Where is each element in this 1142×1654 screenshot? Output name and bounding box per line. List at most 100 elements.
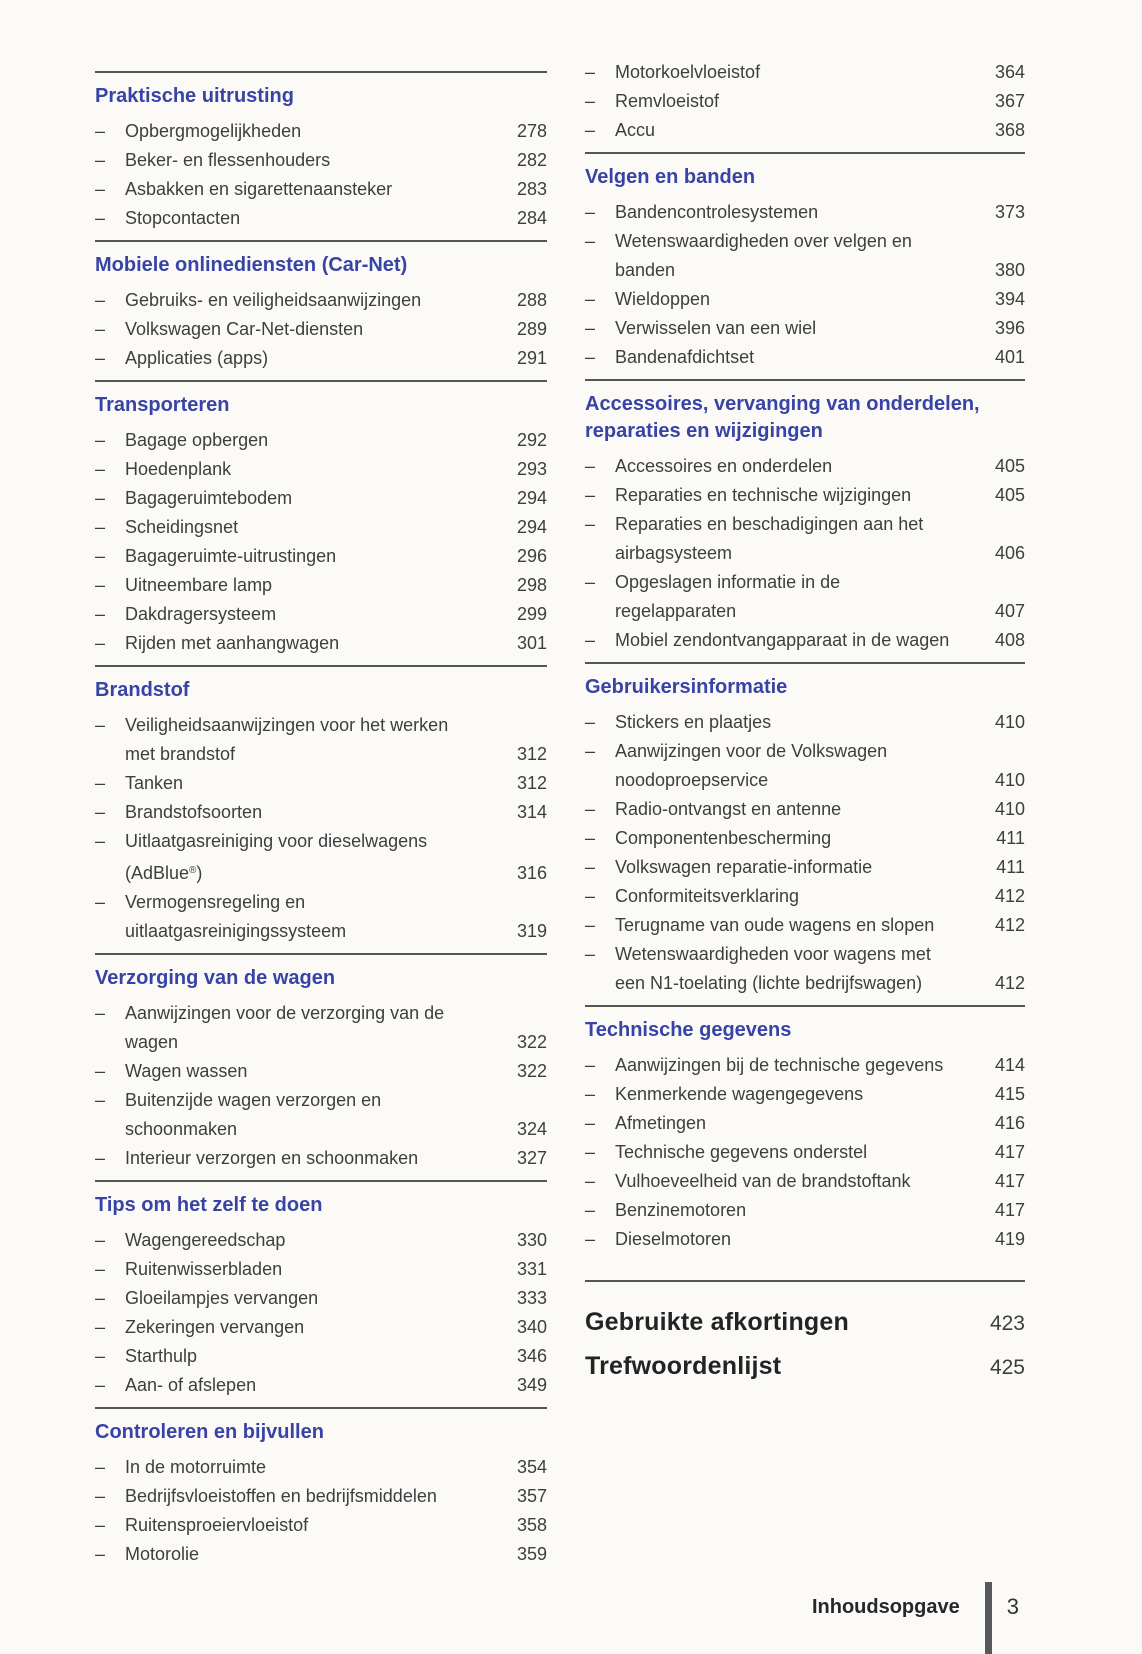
section-divider	[95, 380, 547, 382]
toc-item-text: Gloeilampjes vervangen	[125, 1284, 509, 1313]
toc-item: Veiligheidsaanwijzingen voor het werken m…	[95, 711, 547, 769]
toc-item-line: Bedrijfsvloeistoffen en bedrijfsmiddelen	[125, 1486, 437, 1506]
dash-bullet	[95, 1540, 125, 1569]
dash-bullet	[585, 1109, 615, 1138]
toc-item-line: Bandenafdichtset	[615, 347, 755, 367]
dash-bullet	[95, 146, 125, 175]
toc-item: Buitenzijde wagen verzorgen en schoonmake…	[95, 1086, 547, 1144]
toc-item: Bandencontrolesystemen 373	[585, 198, 1025, 227]
toc-item-line: Bagageruimte-uitrustingen	[125, 546, 337, 566]
dash-bullet	[585, 116, 615, 145]
toc-item-text: Kenmerkende wagengegevens	[615, 1080, 987, 1109]
toc-item: Interieur verzorgen en schoonmaken 327	[95, 1144, 547, 1173]
toc-item-page: 368	[994, 120, 1025, 140]
dash-bullet	[95, 117, 125, 146]
toc-item: Volkswagen Car-Net-diensten 289	[95, 315, 547, 344]
toc-item-text: Reparaties en technische wijzigingen	[615, 481, 987, 510]
dash-bullet	[585, 1138, 615, 1167]
toc-item-text: Mobiel zendontvangapparaat in de wagen	[615, 626, 987, 655]
dash-bullet	[585, 1051, 615, 1080]
toc-item-page: 380	[994, 260, 1025, 280]
toc-item-page: 396	[994, 318, 1025, 338]
toc-item-line: Reparaties en beschadigingen aan het	[615, 514, 924, 534]
dash-bullet	[95, 769, 125, 798]
toc-item-text: Brandstofsoorten	[125, 798, 509, 827]
toc-item: Bagageruimte-uitrustingen 296	[95, 542, 547, 571]
toc-item-text: Stopcontacten	[125, 204, 509, 233]
toc-item-page: 296	[516, 546, 547, 566]
toc-item: Wagen wassen 322	[95, 1057, 547, 1086]
dash-bullet	[585, 343, 615, 372]
dash-bullet	[585, 853, 615, 882]
dash-bullet	[585, 737, 615, 766]
toc-item-page: 331	[516, 1259, 547, 1279]
toc-item-page: 405	[994, 456, 1025, 476]
toc-item-text: Hoedenplank	[125, 455, 509, 484]
dash-bullet	[95, 600, 125, 629]
toc-item: Remvloeistof 367	[585, 87, 1025, 116]
toc-item-page: 301	[516, 633, 547, 653]
toc-item-text: Wagengereedschap	[125, 1226, 509, 1255]
footer-divider-bar	[984, 1582, 992, 1654]
toc-item-page: 406	[994, 543, 1025, 563]
toc-item: Kenmerkende wagengegevens 415	[585, 1080, 1025, 1109]
dash-bullet	[585, 568, 615, 597]
toc-item-text: Zekeringen vervangen	[125, 1313, 509, 1342]
toc-item-text: Ruitenwisserbladen	[125, 1255, 509, 1284]
toc-item-text: Aanwijzingen bij de technische gegevens	[615, 1051, 987, 1080]
toc-item-text: Vermogensregeling en uitlaatgasreinigings…	[125, 888, 509, 946]
toc-item: Starthulp 346	[95, 1342, 547, 1371]
toc-item: Tanken 312	[95, 769, 547, 798]
toc-item: Bagageruimtebodem 294	[95, 484, 547, 513]
dash-bullet	[95, 1255, 125, 1284]
toc-item-line: Motorolie	[125, 1544, 200, 1564]
toc-item-line: Ruitenwisserbladen	[125, 1259, 283, 1279]
dash-bullet	[95, 1057, 125, 1086]
toc-item-text: Rijden met aanhangwagen	[125, 629, 509, 658]
toc-item-page: 322	[516, 1061, 547, 1081]
toc-item: Rijden met aanhangwagen 301	[95, 629, 547, 658]
dash-bullet	[95, 1371, 125, 1400]
section-divider	[585, 662, 1025, 664]
toc-item-line: Ruitensproeiervloeistof	[125, 1515, 309, 1535]
toc-item-line: Afmetingen	[615, 1113, 707, 1133]
toc-item-line: Volkswagen reparatie-informatie	[615, 857, 873, 877]
toc-item-page: 407	[994, 601, 1025, 621]
toc-item-line: een N1-toelating (lichte bedrijfswagen)	[615, 973, 923, 993]
major-entry-title: Trefwoordenlijst	[585, 1352, 782, 1380]
major-entry-page: 425	[989, 1356, 1025, 1379]
toc-item-page: 405	[994, 485, 1025, 505]
toc-item: Volkswagen reparatie-informatie 411	[585, 853, 1025, 882]
toc-item-text: Bagageruimtebodem	[125, 484, 509, 513]
toc-item-line: wagen	[125, 1032, 179, 1052]
toc-item-line: Buitenzijde wagen verzorgen en	[125, 1090, 382, 1110]
toc-item-text: Accu	[615, 116, 987, 145]
toc-item: Bedrijfsvloeistoffen en bedrijfsmiddelen…	[95, 1482, 547, 1511]
toc-item-page: 291	[516, 348, 547, 368]
section-heading: Tips om het zelf te doen	[95, 1194, 323, 1216]
toc-item-page: 417	[994, 1142, 1025, 1162]
toc-item-text: Gebruiks- en veiligheidsaanwijzingen	[125, 286, 509, 315]
toc-item-page: 373	[994, 202, 1025, 222]
toc-item: Aanwijzingen bij de technische gegevens 4…	[585, 1051, 1025, 1080]
footer-page-number: 3	[1006, 1594, 1019, 1619]
section-divider	[585, 379, 1025, 381]
section-divider	[95, 1180, 547, 1182]
toc-item-page: 357	[516, 1486, 547, 1506]
dash-bullet	[585, 58, 615, 87]
dash-bullet	[95, 513, 125, 542]
dash-bullet	[585, 708, 615, 737]
toc-item-page: 412	[994, 973, 1025, 993]
dash-bullet	[95, 827, 125, 856]
toc-item-line: Accessoires en onderdelen	[615, 456, 833, 476]
toc-item: Conformiteitsverklaring 412	[585, 882, 1025, 911]
toc-item-text: Wetenswaardigheden voor wagens met een N1…	[615, 940, 987, 998]
dash-bullet	[585, 510, 615, 539]
toc-item-text: Asbakken en sigarettenaansteker	[125, 175, 509, 204]
toc-item-line: Bagageruimtebodem	[125, 488, 293, 508]
toc-item: Motorolie 359	[95, 1540, 547, 1569]
toc-item-page: 411	[996, 857, 1025, 877]
dash-bullet	[95, 1342, 125, 1371]
toc-item-text: Bedrijfsvloeistoffen en bedrijfsmiddelen	[125, 1482, 509, 1511]
registered-mark: ®	[189, 865, 197, 876]
